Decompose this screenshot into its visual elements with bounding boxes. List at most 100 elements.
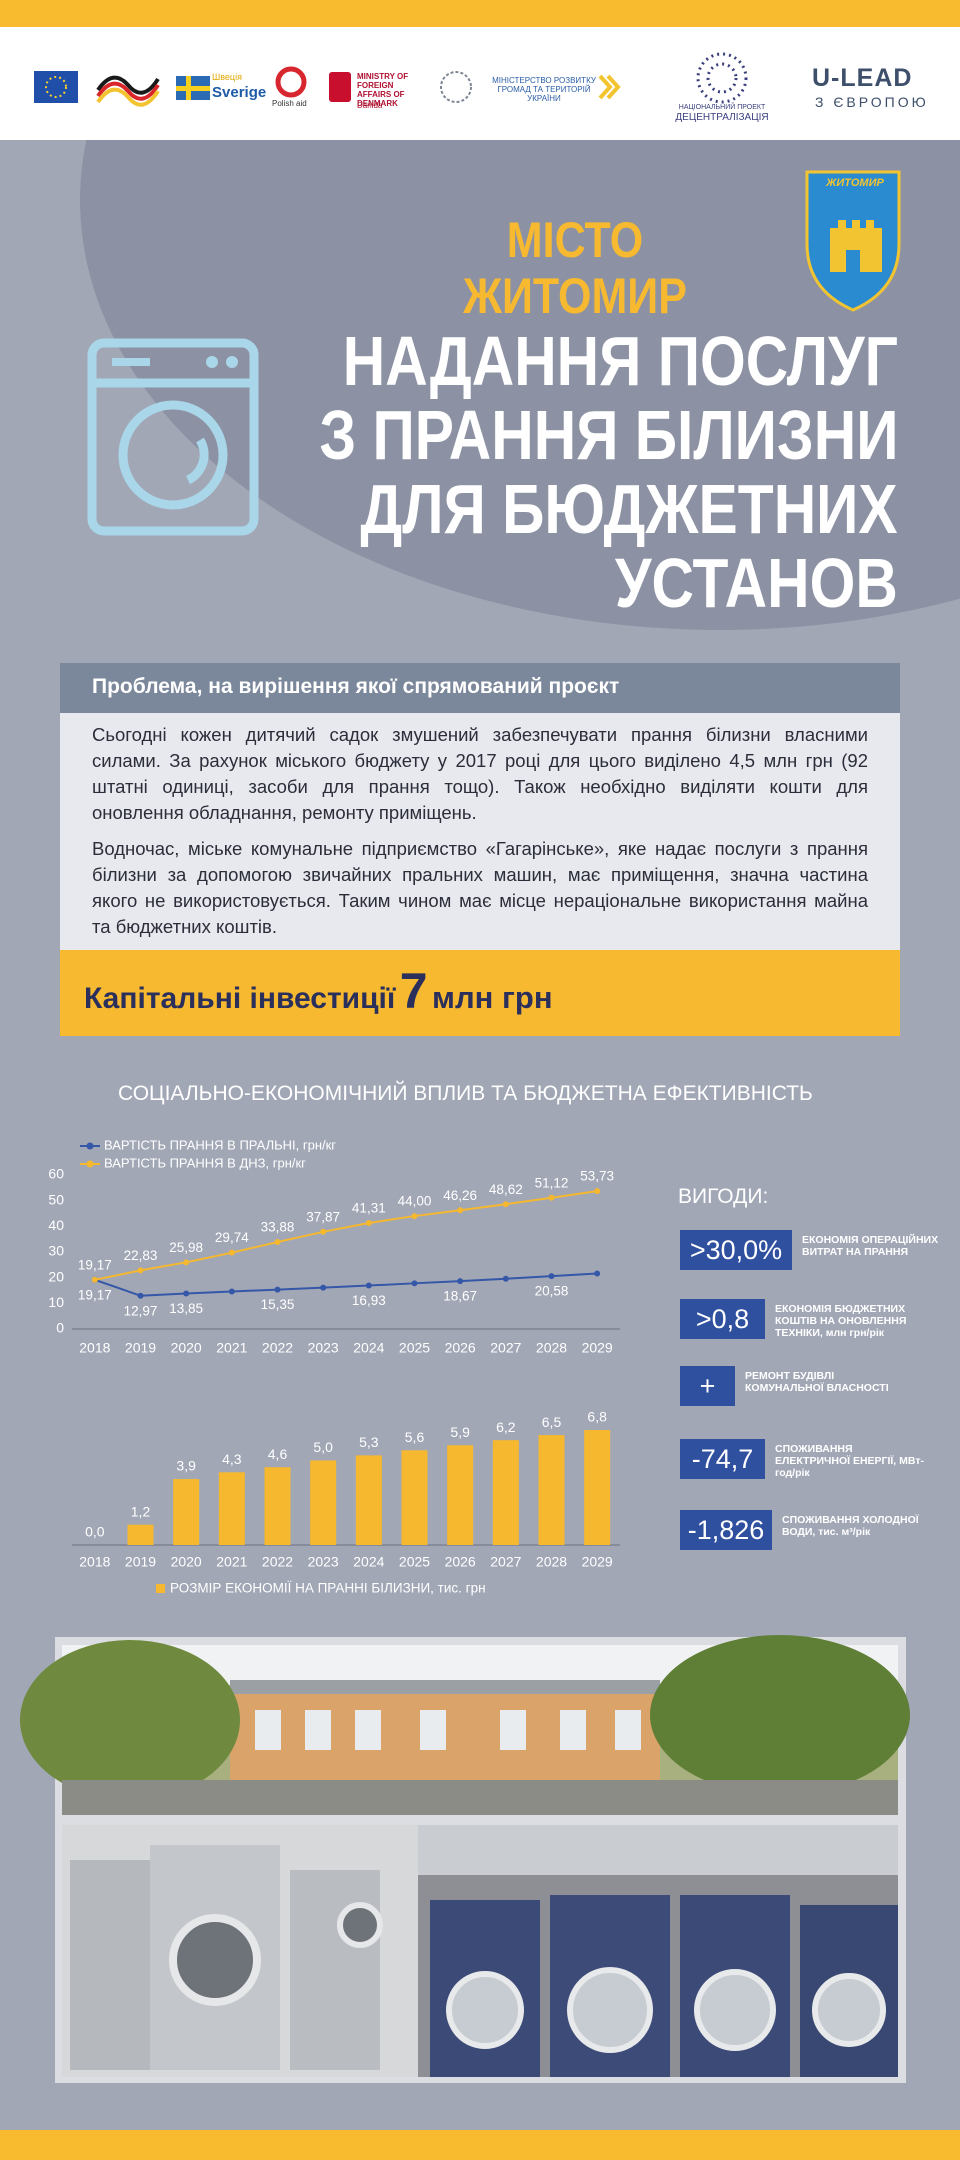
- data-label: 6,8: [587, 1409, 607, 1425]
- point: [502, 1275, 509, 1282]
- decentralization-tree: [696, 52, 748, 104]
- point: [365, 1282, 372, 1289]
- photo-roof: [230, 1680, 660, 1694]
- data-label: 53,73: [580, 1169, 614, 1184]
- point: [183, 1259, 190, 1266]
- benefit-value: +: [680, 1366, 735, 1406]
- photo-machines: [430, 1895, 898, 2077]
- point: [274, 1286, 281, 1293]
- bar: [310, 1460, 337, 1545]
- benefit-value: >0,8: [680, 1299, 765, 1339]
- data-label: 25,98: [169, 1240, 203, 1255]
- x-tick-label: 2019: [125, 1340, 156, 1356]
- data-label: 19,17: [78, 1257, 112, 1272]
- denmark-emblem: [329, 72, 351, 102]
- german-logo: [96, 75, 160, 95]
- x-tick-label: 2026: [445, 1340, 476, 1356]
- benefit-label: РЕМОНТ БУДІВЛІ КОМУНАЛЬНОЇ ВЛАСНОСТІ: [745, 1370, 889, 1394]
- logo-text: ДЕЦЕНТРАЛІЗАЦІЯ: [675, 112, 769, 123]
- legend-marker: [86, 1142, 94, 1150]
- title-line: УСТАНОВ: [615, 544, 898, 622]
- point: [457, 1207, 464, 1214]
- header-band: [0, 27, 960, 140]
- ministry-chevron: [598, 74, 621, 100]
- point: [183, 1290, 190, 1297]
- benefit-label: СПОЖИВАННЯ ЕЛЕКТРИЧНОЇ ЕНЕРГІЇ, МВт-год/…: [775, 1443, 924, 1479]
- x-tick-label: 2027: [490, 1554, 521, 1570]
- x-tick-label: 2020: [171, 1340, 202, 1356]
- x-tick-label: 2026: [445, 1554, 476, 1570]
- legend-label: ВАРТІСТЬ ПРАННЯ В ПРАЛЬНІ, грн/кг: [104, 1137, 336, 1152]
- paragraph: Водночас, міське комунальне підприємство…: [92, 838, 868, 937]
- point: [457, 1278, 464, 1285]
- bar: [218, 1472, 245, 1545]
- point: [594, 1270, 601, 1277]
- arms-label: ЖИТОМИР: [826, 177, 884, 189]
- benefit-label: ЕКОНОМІЯ ОПЕРАЦІЙНИХ ВИТРАТ НА ПРАННЯ: [802, 1234, 939, 1258]
- data-label: 5,3: [359, 1434, 379, 1450]
- point: [274, 1239, 281, 1246]
- data-label: 4,3: [222, 1451, 242, 1467]
- y-tick-label: 0: [56, 1320, 64, 1336]
- photo-machine: [290, 1870, 380, 2070]
- logo-text: Швеція: [212, 72, 242, 82]
- x-tick-label: 2023: [308, 1340, 339, 1356]
- benefit-value: >30,0%: [680, 1230, 792, 1270]
- x-tick-label: 2018: [79, 1340, 110, 1356]
- x-tick-label: 2024: [353, 1340, 384, 1356]
- data-label: 4,6: [268, 1446, 288, 1462]
- benefit-value: -74,7: [680, 1439, 765, 1479]
- logo-text: Danida: [357, 101, 383, 110]
- round-logo: [440, 71, 472, 103]
- data-label: 5,0: [313, 1439, 333, 1455]
- point: [594, 1188, 601, 1195]
- data-label: 15,35: [261, 1297, 295, 1312]
- ulead-logo: U-LEAD: [812, 64, 913, 92]
- point: [228, 1288, 235, 1295]
- backdrop-shape: [80, 0, 960, 630]
- paragraph: Сьогодні кожен дитячий садок змушений за…: [92, 724, 868, 823]
- point: [137, 1292, 144, 1299]
- point: [320, 1228, 327, 1235]
- x-tick-label: 2027: [490, 1340, 521, 1356]
- x-tick-label: 2028: [536, 1340, 567, 1356]
- y-tick-label: 40: [48, 1217, 64, 1233]
- x-tick-label: 2029: [582, 1340, 613, 1356]
- x-tick-label: 2020: [171, 1554, 202, 1570]
- point: [91, 1276, 98, 1283]
- data-label: 48,62: [489, 1182, 523, 1197]
- title-line: НАДАННЯ ПОСЛУГ: [342, 322, 898, 400]
- y-tick-label: 60: [48, 1166, 64, 1182]
- data-label: 22,83: [124, 1248, 158, 1263]
- benefit-label: СПОЖИВАННЯ ХОЛОДНОЇ ВОДИ, тис. м³/рік: [782, 1514, 919, 1538]
- german-logo: [96, 87, 160, 107]
- bar: [538, 1435, 565, 1545]
- y-tick-label: 20: [48, 1268, 64, 1284]
- series-line: [94, 1272, 598, 1297]
- bar: [264, 1467, 291, 1545]
- x-tick-label: 2021: [216, 1554, 247, 1570]
- x-tick-label: 2022: [262, 1340, 293, 1356]
- data-label: 20,58: [535, 1284, 569, 1299]
- data-label: 6,5: [542, 1414, 562, 1430]
- washer-button: [206, 356, 218, 368]
- legend-marker: [156, 1584, 165, 1593]
- point: [365, 1219, 372, 1226]
- bar: [492, 1440, 519, 1545]
- photo-tree: [20, 1640, 240, 1800]
- logo-text: Sverige: [212, 84, 267, 101]
- point: [411, 1280, 418, 1287]
- data-label: 1,2: [131, 1503, 151, 1519]
- impact-title: СОЦІАЛЬНО-ЕКОНОМІЧНИЙ ВПЛИВ ТА БЮДЖЕТНА …: [118, 1082, 813, 1105]
- data-label: 3,9: [176, 1458, 196, 1474]
- point: [320, 1284, 327, 1291]
- castle: [830, 220, 882, 272]
- data-label: 0,0: [85, 1524, 105, 1540]
- data-label: 5,6: [405, 1429, 425, 1445]
- x-tick-label: 2025: [399, 1554, 430, 1570]
- problem-header-band: [60, 663, 900, 713]
- washer-door: [118, 400, 228, 510]
- investment: Капітальні інвестиції 7 млн грн: [84, 962, 553, 1020]
